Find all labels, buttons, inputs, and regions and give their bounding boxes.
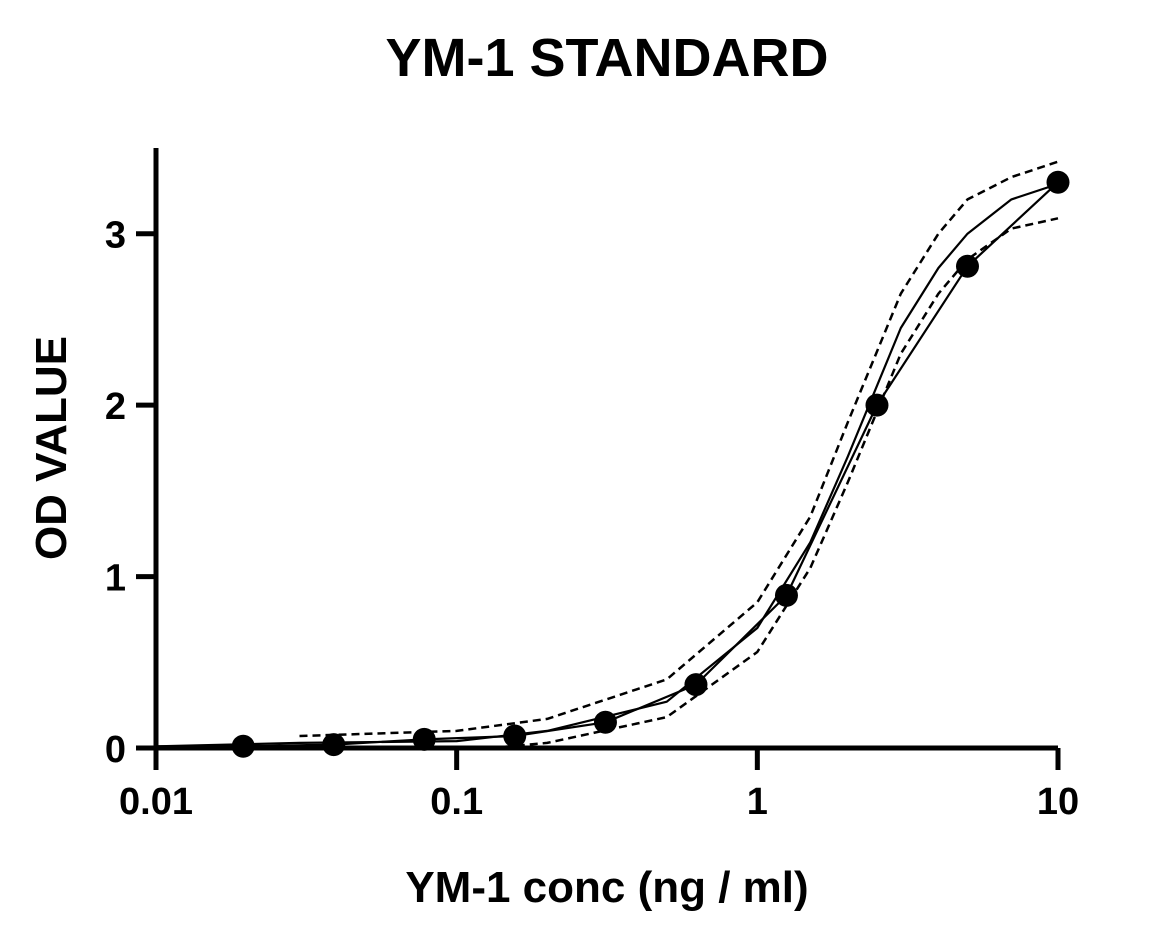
x-tick-label: 0.1 (430, 781, 483, 823)
data-point (1046, 170, 1070, 194)
axes: 0 1 2 3 0.01 0.1 1 10 (105, 148, 1079, 823)
x-tick-label: 10 (1037, 781, 1079, 823)
data-point (865, 393, 889, 417)
x-tick-label: 1 (747, 781, 768, 823)
data-point (322, 733, 346, 757)
y-tick-label: 0 (105, 729, 126, 771)
y-tick-label: 1 (105, 558, 126, 600)
confidence-lower (490, 217, 1059, 750)
data-point (684, 673, 708, 697)
y-tick-label: 2 (105, 386, 126, 428)
data-point (503, 724, 527, 748)
y-tick-label: 3 (105, 215, 126, 257)
data-point (955, 254, 979, 278)
fit-curve (155, 182, 1059, 748)
x-axis-title: YM-1 conc (ng / ml) (405, 863, 808, 912)
chart-title: YM-1 STANDARD (386, 28, 829, 88)
data-point (774, 583, 798, 607)
data-point (231, 734, 255, 758)
data-points (231, 170, 1070, 758)
x-tick-label: 0.01 (119, 781, 193, 823)
connecting-line (156, 181, 1059, 748)
confidence-upper (299, 160, 1059, 738)
data-point (593, 710, 617, 734)
y-axis-title: OD VALUE (27, 336, 76, 560)
curves (155, 160, 1059, 750)
data-point (412, 727, 436, 751)
